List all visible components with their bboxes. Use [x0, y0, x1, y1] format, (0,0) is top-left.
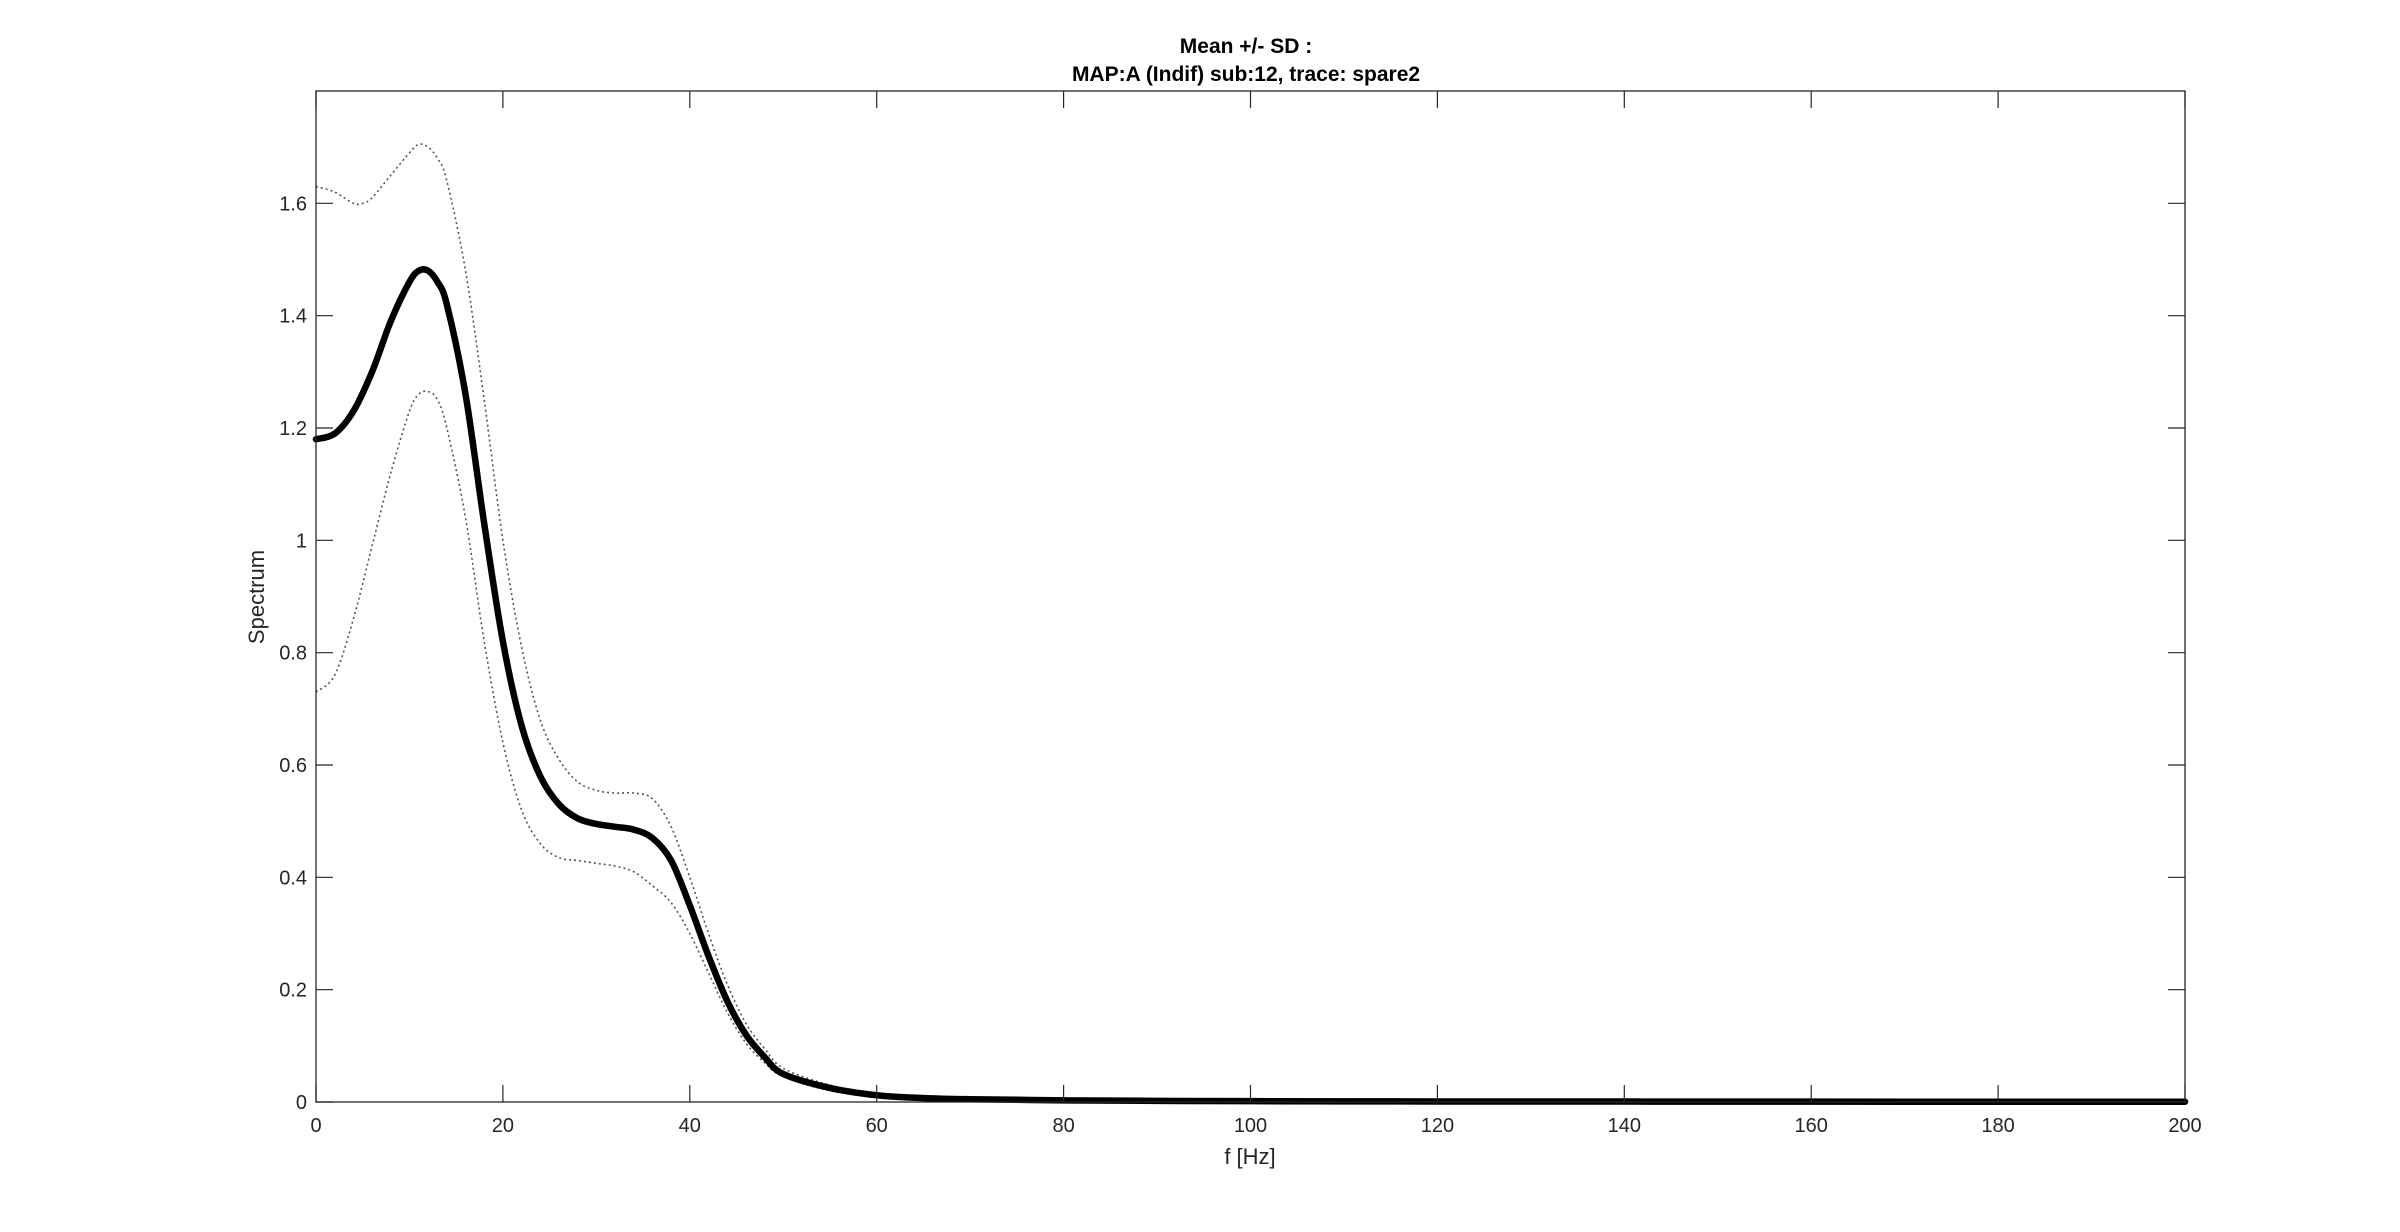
y-tick-label: 1.6 — [279, 193, 307, 215]
y-axis-label: Spectrum — [244, 550, 269, 644]
x-axis-label: f [Hz] — [1224, 1144, 1275, 1169]
plot-area-background — [316, 91, 2185, 1102]
x-tick-label: 40 — [679, 1115, 701, 1137]
x-tick-label: 20 — [492, 1115, 514, 1137]
x-tick-label: 0 — [310, 1115, 321, 1137]
x-tick-label: 120 — [1421, 1115, 1454, 1137]
x-tick-label: 180 — [1981, 1115, 2014, 1137]
plot-area-frame — [315, 90, 2186, 1103]
x-tick-label: 100 — [1234, 1115, 1267, 1137]
y-tick-label: 1 — [296, 530, 307, 552]
tick-layer: 0 20 40 60 80 100 120 140 160 180 200 0 0.2 0.4 0.6 0.8… — [279, 91, 2202, 1137]
x-tick-label: 140 — [1608, 1115, 1641, 1137]
series-line-upper-sd — [315, 143, 2185, 1103]
y-tick-label: 0.2 — [279, 980, 307, 1002]
chart-title: Mean +/- SD : — [1180, 35, 1312, 58]
x-tick-label: 60 — [866, 1115, 888, 1137]
y-tick-label: 0.8 — [279, 643, 307, 665]
y-tick-label: 0.6 — [279, 755, 307, 777]
x-tick-label: 160 — [1795, 1115, 1828, 1137]
series-line-mean — [312, 266, 2189, 1105]
y-tick-label: 0.4 — [279, 867, 307, 889]
y-tick-label: 1.4 — [279, 306, 307, 328]
y-tick-label: 0 — [296, 1092, 307, 1114]
chart-subtitle: MAP:A (Indif) sub:12, trace: spare2 — [1072, 63, 1420, 86]
x-tick-label: 80 — [1052, 1115, 1074, 1137]
x-tick-label: 200 — [2168, 1115, 2201, 1137]
y-tick-label: 1.2 — [279, 418, 307, 440]
